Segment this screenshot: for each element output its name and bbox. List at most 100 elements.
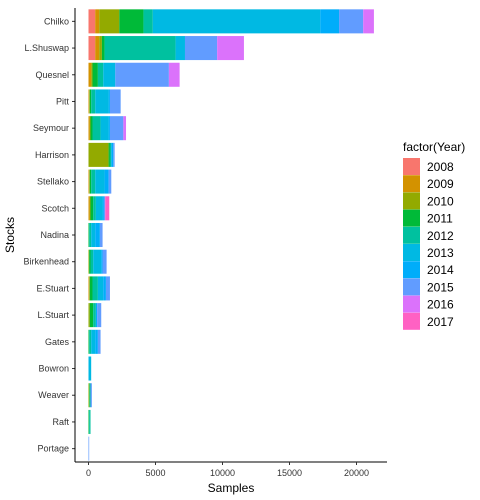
bar-segment-weaver-2011 [89, 383, 90, 408]
y-tick-label: Portage [37, 444, 69, 454]
bar-segment-e-stuart-2015 [105, 276, 110, 301]
bar-segment-portage-2015 [88, 436, 90, 461]
bar-segment-stellako-2009 [88, 169, 90, 194]
bar-segment-quesnel-2011 [92, 62, 98, 87]
bar-segment-scotch-2015 [103, 196, 106, 221]
bar-segment-l-shuswap-2015 [184, 36, 218, 61]
y-tick-label: Weaver [38, 390, 69, 400]
bar-segment-scotch-2011 [90, 196, 94, 221]
bar-segment-weaver-2012 [89, 383, 91, 408]
bar-segment-stellako-2014 [104, 169, 109, 194]
bar-segment-stellako-2013 [95, 169, 105, 194]
bar-segment-e-stuart-2009 [88, 276, 90, 301]
axes-layer: Chilko L.Shuswap Quesnel Pitt Seymour Harriso… [23, 8, 387, 478]
y-tick-label: L.Stuart [37, 310, 69, 320]
x-axis-title: Samples [208, 481, 255, 495]
bar-segment-stellako-2015 [108, 169, 112, 194]
y-tick-label: Gates [45, 337, 70, 347]
bar-segment-scotch-2012 [93, 196, 96, 221]
bar-segment-chilko-2013 [152, 9, 321, 34]
bar-segment-e-stuart-2012 [92, 276, 98, 301]
y-tick-label: Seymour [33, 123, 69, 133]
bar-segment-gates-2013 [91, 329, 96, 354]
bar-segment-l-shuswap-2013 [175, 36, 185, 61]
bars-layer [88, 9, 374, 461]
legend-key-2009 [403, 175, 420, 193]
bar-segment-birkenhead-2010 [88, 249, 90, 274]
legend-label-2008: 2008 [427, 160, 454, 174]
bar-segment-seymour-2011 [90, 116, 93, 141]
legend-key-2014 [403, 261, 420, 279]
y-tick-label: Raft [52, 417, 69, 427]
y-tick-label: Harrison [35, 150, 69, 160]
bar-segment-raft-2012 [89, 409, 91, 434]
bar-segment-l-shuswap-2012 [104, 36, 176, 61]
bar-segment-nadina-2011 [88, 222, 90, 248]
legend-label-2012: 2012 [427, 229, 454, 243]
legend-key-2015 [403, 278, 420, 296]
bar-segment-nadina-2014 [95, 222, 100, 248]
bar-segment-birkenhead-2012 [90, 249, 94, 274]
bar-segment-l-shuswap-2009 [95, 36, 100, 61]
bar-segment-l-shuswap-2016 [217, 36, 244, 61]
bar-segment-chilko-2016 [363, 9, 374, 34]
bar-segment-bowron-2013 [88, 356, 92, 381]
legend-label-2010: 2010 [427, 194, 454, 208]
bar-segment-birkenhead-2014 [101, 249, 103, 274]
x-tick-label: 10000 [210, 468, 235, 478]
y-tick-label: Bowron [38, 364, 69, 374]
bar-segment-chilko-2014 [320, 9, 340, 34]
bar-segment-gates-2014 [95, 329, 98, 354]
y-tick-label: Quesnel [35, 70, 69, 80]
legend-key-2008 [403, 158, 420, 175]
legend-key-2013 [403, 244, 420, 261]
bar-segment-chilko-2012 [143, 9, 153, 34]
y-tick-label: Chilko [44, 16, 69, 26]
bar-segment-l-stuart-2012 [93, 303, 96, 328]
bar-segment-quesnel-2015 [115, 62, 169, 87]
bar-segment-chilko-2010 [99, 9, 120, 34]
bar-segment-l-stuart-2014 [95, 303, 98, 328]
bar-segment-birkenhead-2011 [89, 249, 91, 274]
legend-label-2013: 2013 [427, 246, 454, 260]
bar-segment-seymour-2012 [92, 116, 101, 141]
y-tick-label: Scotch [41, 203, 69, 213]
bar-segment-e-stuart-2014 [103, 276, 106, 301]
bar-segment-stellako-2010 [89, 169, 90, 194]
bar-segment-quesnel-2009 [88, 62, 92, 87]
bar-segment-pitt-2010 [89, 89, 90, 114]
bar-segment-chilko-2011 [119, 9, 144, 34]
bar-segment-l-stuart-2011 [89, 303, 94, 328]
bar-segment-quesnel-2010 [91, 62, 93, 87]
bar-segment-seymour-2010 [89, 116, 91, 141]
y-axis-title: Stocks [3, 217, 17, 253]
bar-segment-harrison-2015 [113, 142, 115, 167]
legend-key-2016 [403, 295, 420, 313]
legend-label-2011: 2011 [427, 212, 453, 226]
bar-segment-seymour-2013 [100, 116, 109, 141]
bar-segment-chilko-2008 [88, 9, 96, 34]
y-tick-label: Nadina [40, 230, 69, 240]
legend-label-2014: 2014 [427, 263, 454, 277]
bar-segment-chilko-2009 [95, 9, 100, 34]
bar-segment-harrison-2011 [108, 142, 110, 167]
legend-key-2011 [403, 209, 420, 227]
x-tick-label: 5000 [145, 468, 165, 478]
bar-segment-weaver-2015 [90, 383, 92, 408]
bar-segment-raft-2011 [88, 409, 90, 434]
bar-segment-pitt-2014 [108, 89, 110, 114]
bar-segment-e-stuart-2013 [97, 276, 104, 301]
bar-segment-seymour-2009 [88, 116, 90, 141]
bar-segment-l-shuswap-2008 [88, 36, 96, 61]
y-tick-label: Birkenhead [23, 257, 69, 267]
bar-segment-stellako-2011 [89, 169, 92, 194]
y-tick-label: Stellako [37, 177, 69, 187]
y-tick-label: E.Stuart [36, 283, 69, 293]
legend-label-2016: 2016 [427, 298, 454, 312]
bar-segment-scotch-2013 [95, 196, 103, 221]
bar-segment-quesnel-2012 [97, 62, 104, 87]
bar-segment-weaver-2010 [88, 383, 90, 408]
legend-key-2010 [403, 192, 420, 210]
bar-segment-nadina-2012 [89, 222, 92, 248]
